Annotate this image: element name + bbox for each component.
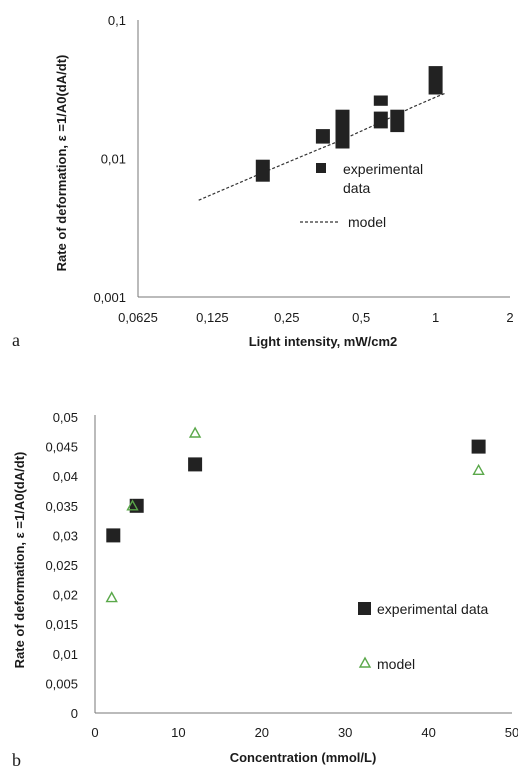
b-x-tick-label: 30 <box>338 725 352 740</box>
b-y-tick-label: 0,025 <box>45 558 78 573</box>
a-experimental-marker <box>335 109 350 149</box>
b-experimental-marker <box>471 439 486 454</box>
b-model-marker <box>105 591 118 603</box>
b-x-tick-label: 10 <box>171 725 185 740</box>
b-model-marker <box>188 426 202 438</box>
b-model-marker <box>126 499 139 511</box>
a-x-tick-label: 0,0625 <box>118 310 158 325</box>
a-experimental-marker <box>428 66 443 95</box>
b-x-tick-label: 0 <box>91 725 98 740</box>
b-experimental-marker <box>188 457 203 472</box>
a-legend-model-text: model <box>348 214 386 230</box>
b-y-tick-label: 0,01 <box>53 647 78 662</box>
b-experimental-marker <box>106 528 121 543</box>
b-y-tick-label: 0 <box>71 706 78 721</box>
a-legend-experimental-text-line1: experimental <box>343 161 423 177</box>
a-x-tick-label: 0,125 <box>196 310 229 325</box>
a-experimental-marker <box>255 159 270 182</box>
a-legend-experimental-marker <box>316 163 326 173</box>
b-y-tick-label: 0,005 <box>45 676 78 691</box>
b-legend-model-marker <box>358 656 372 668</box>
a-x-tick-label: 1 <box>432 310 439 325</box>
a-model-line <box>198 92 447 201</box>
a-x-tick-label: 0,5 <box>352 310 370 325</box>
a-y-axis-title: Rate of deformation, ε =1/A0(dA/dt) <box>54 55 69 272</box>
a-legend-experimental-text-line2: data <box>343 180 370 196</box>
b-y-tick-label: 0,04 <box>53 469 78 484</box>
b-y-tick-label: 0,03 <box>53 528 78 543</box>
a-experimental-marker <box>315 129 330 144</box>
a-y-tick-label: 0,1 <box>108 13 126 28</box>
a-x-tick-label: 2 <box>506 310 513 325</box>
a-y-tick-label: 0,001 <box>93 290 126 305</box>
b-y-tick-label: 0,035 <box>45 499 78 514</box>
a-experimental-marker <box>390 109 405 133</box>
a-x-tick-label: 0,25 <box>274 310 299 325</box>
panel-label-b: b <box>12 750 21 770</box>
a-experimental-marker <box>373 95 388 106</box>
b-x-tick-label: 20 <box>255 725 269 740</box>
a-experimental-marker <box>373 111 388 129</box>
b-legend-experimental-text: experimental data <box>377 601 489 617</box>
a-y-tick-label: 0,01 <box>101 152 126 167</box>
b-x-tick-label: 40 <box>421 725 435 740</box>
b-y-tick-label: 0,02 <box>53 588 78 603</box>
a-x-axis-title: Light intensity, mW/cm2 <box>249 334 398 349</box>
b-legend-experimental-marker <box>358 602 371 615</box>
b-y-tick-label: 0,045 <box>45 440 78 455</box>
b-x-axis-title: Concentration (mmol/L) <box>230 750 377 765</box>
b-y-tick-label: 0,015 <box>45 617 78 632</box>
b-y-tick-label: 0,05 <box>53 410 78 425</box>
panel-label-a: a <box>12 330 20 350</box>
b-model-marker <box>472 463 485 475</box>
b-x-tick-label: 50 <box>505 725 518 740</box>
b-y-axis-title: Rate of deformation, ε =1/A0(dA/dt) <box>12 452 27 669</box>
b-legend-model-text: model <box>377 656 415 672</box>
